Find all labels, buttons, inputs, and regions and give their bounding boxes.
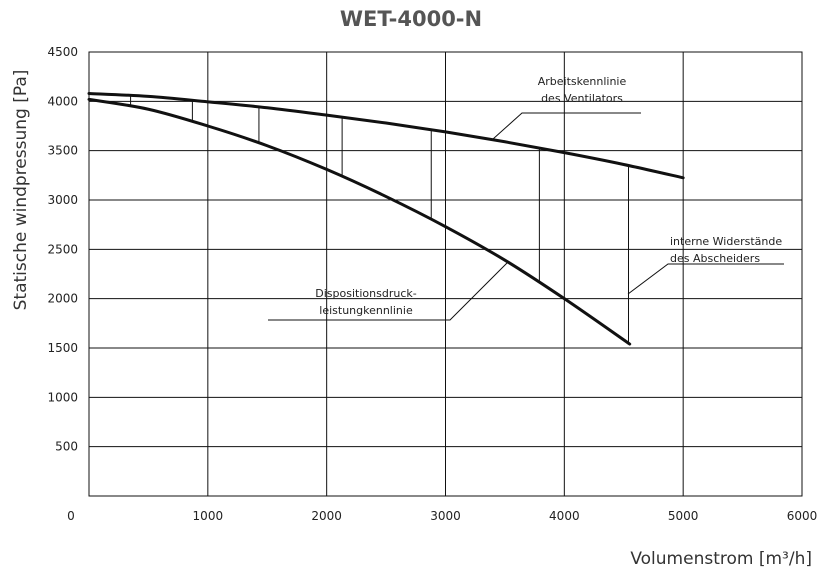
y-tick-label: 1500 bbox=[47, 341, 78, 355]
annotation-abscheider: des Abscheiders bbox=[670, 252, 760, 265]
y-tick-label: 3500 bbox=[47, 144, 78, 158]
annotation-leaders bbox=[268, 112, 784, 321]
annotations: Arbeitskennlinie des Ventilators Dispositi… bbox=[315, 75, 782, 317]
leader-abscheider bbox=[627, 263, 784, 295]
leader-arbeitskennlinie bbox=[492, 112, 641, 140]
y-tick-label: 2500 bbox=[47, 242, 78, 256]
chart-title: WET-4000-N bbox=[340, 7, 482, 31]
leader-dispositionsdruck bbox=[268, 261, 509, 321]
curve-arbeitskennlinie bbox=[87, 91, 685, 180]
x-tick-label: 0 bbox=[67, 509, 75, 523]
y-tick-label: 4500 bbox=[47, 45, 78, 59]
x-tick-label: 1000 bbox=[193, 509, 224, 523]
x-axis-label: Volumenstrom [m³/h] bbox=[630, 549, 812, 569]
x-tick-label: 5000 bbox=[668, 509, 699, 523]
tick-labels: 0 1000 2000 3000 4000 5000 6000 500 1000 1500 2000… bbox=[47, 45, 817, 523]
y-tick-label: 3000 bbox=[47, 193, 78, 207]
curve-dispositionsdruck bbox=[87, 97, 632, 346]
y-tick-label: 1000 bbox=[47, 390, 78, 404]
x-tick-label: 4000 bbox=[549, 509, 580, 523]
y-tick-label: 500 bbox=[55, 440, 78, 454]
x-tick-label: 3000 bbox=[430, 509, 461, 523]
annotation-arbeitskennlinie: Arbeitskennlinie bbox=[538, 75, 627, 88]
annotation-dispositionsdruck: leistungkennlinie bbox=[319, 304, 413, 317]
internal-resistance-markers bbox=[130, 95, 630, 344]
x-tick-label: 6000 bbox=[787, 509, 818, 523]
y-tick-label: 2000 bbox=[47, 292, 78, 306]
curves bbox=[87, 91, 685, 346]
annotation-dispositionsdruck: Dispositionsdruck- bbox=[315, 287, 416, 300]
annotation-abscheider: interne Widerstände bbox=[670, 235, 782, 248]
y-tick-label: 4000 bbox=[47, 94, 78, 108]
annotation-arbeitskennlinie: des Ventilators bbox=[541, 92, 623, 105]
x-tick-label: 2000 bbox=[311, 509, 342, 523]
grid bbox=[88, 51, 803, 497]
y-axis-label: Statische windpressung [Pa] bbox=[11, 70, 31, 311]
